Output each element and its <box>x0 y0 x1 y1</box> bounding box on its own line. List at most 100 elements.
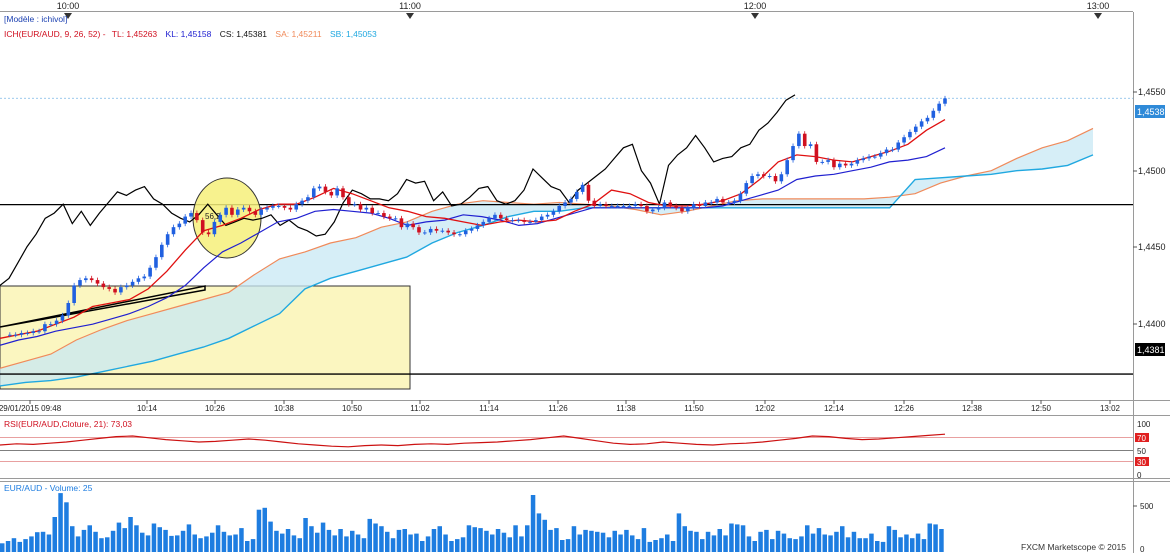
top-hour-markers <box>64 13 1102 19</box>
volume-bar <box>361 538 367 552</box>
candle-body <box>329 191 334 196</box>
top-hour-marker <box>1094 13 1102 19</box>
volume-bar <box>863 538 868 552</box>
candle-body <box>107 287 112 289</box>
volume-bar <box>501 532 507 552</box>
top-hour-marker <box>751 13 759 19</box>
circle-label: 56,2 <box>205 212 221 221</box>
candle-body <box>867 156 871 159</box>
legend-sb: SB: 1,45053 <box>330 29 377 39</box>
volume-bar <box>134 525 139 552</box>
candle-body <box>750 176 754 184</box>
candle-body <box>539 216 544 221</box>
volume-bar <box>840 526 845 552</box>
volume-bar <box>338 529 343 552</box>
volume-bar <box>29 536 34 552</box>
candle-body <box>937 103 941 111</box>
candle-body <box>703 202 708 206</box>
candle-body <box>843 163 848 166</box>
volume-bar <box>793 539 798 552</box>
volume-bar <box>915 533 921 552</box>
candle-body <box>516 220 521 222</box>
candle-body <box>779 174 784 182</box>
volume-bar <box>75 536 81 552</box>
volume-bar <box>169 535 174 552</box>
time-tick-label: 12:14 <box>824 404 845 413</box>
candle-body <box>762 174 766 177</box>
volume-bar <box>52 517 57 552</box>
volume-bar <box>396 529 402 552</box>
candle-body <box>300 200 304 205</box>
volume-bar <box>175 535 180 552</box>
candle-body <box>855 160 860 164</box>
volume-bar <box>764 529 769 552</box>
candle-body <box>913 126 918 132</box>
time-ticks: 29/01/2015 09:48 10:14 10:26 10:38 10:50 11:0… <box>0 400 1121 413</box>
volume-tick-label: 0 <box>1140 545 1145 553</box>
trend-wedge <box>0 285 206 328</box>
volume-bar <box>851 531 857 552</box>
volume-bar <box>711 535 717 552</box>
candle-body <box>311 188 316 198</box>
volume-bar <box>379 526 384 552</box>
volume-bar <box>495 529 501 552</box>
candle-body <box>493 214 497 219</box>
volume-bar <box>670 541 676 552</box>
candle-body <box>925 117 930 122</box>
volume-bar <box>122 528 127 552</box>
time-tick-label: 10:38 <box>274 404 295 413</box>
volume-bar <box>682 526 687 552</box>
candle-body <box>884 149 889 154</box>
volume-bar <box>892 529 897 552</box>
candle-body <box>387 216 392 219</box>
volume-bar <box>437 526 442 552</box>
volume-bar <box>787 538 792 552</box>
line-price-text: 1,43817 <box>1137 345 1170 355</box>
rsi-level-label: 70 <box>1137 434 1146 443</box>
volume-bar <box>548 529 553 552</box>
candle-body <box>317 186 322 189</box>
volume-bar <box>350 530 355 552</box>
candle-body <box>458 234 462 236</box>
volume-bar <box>921 539 927 552</box>
candle-body <box>31 331 36 333</box>
volume-bar <box>530 495 536 552</box>
candle-body <box>545 214 550 217</box>
volume-bar <box>315 532 320 552</box>
candle-body <box>423 232 427 234</box>
volume-bar <box>729 523 734 552</box>
candle-body <box>732 200 737 203</box>
volume-bar <box>694 531 699 552</box>
volume-bar <box>268 521 273 552</box>
volume-bar <box>600 532 606 552</box>
volume-bar <box>647 541 652 552</box>
candle-body <box>8 334 12 336</box>
candle-body <box>247 207 252 212</box>
time-tick-label: 10:50 <box>342 404 363 413</box>
candle-body <box>738 193 743 201</box>
volume-bar <box>775 530 781 552</box>
volume-bar <box>239 528 244 552</box>
candle-body <box>206 232 211 235</box>
candle-body <box>592 200 597 206</box>
candle-body <box>680 207 684 212</box>
candle-body <box>902 137 906 143</box>
volume-bar <box>180 530 186 552</box>
top-hour-label: 12:00 <box>744 1 767 11</box>
price-tick-label: 1,4500 <box>1138 166 1166 176</box>
candle-body <box>726 202 731 204</box>
volume-bar <box>70 526 75 552</box>
candle-body <box>84 278 88 281</box>
candle-body <box>195 213 199 221</box>
volume-bar <box>484 530 489 552</box>
kijun-line <box>0 147 946 346</box>
volume-bar <box>425 536 431 552</box>
volume-bar <box>297 538 302 552</box>
volume-bar <box>99 538 104 552</box>
price-tick-label: 1,4450 <box>1138 242 1166 252</box>
volume-bar <box>81 529 87 552</box>
volume-label: EUR/AUD - Volume: 25 <box>4 483 93 493</box>
model-label: [Modèle : ichivol] <box>4 14 67 24</box>
